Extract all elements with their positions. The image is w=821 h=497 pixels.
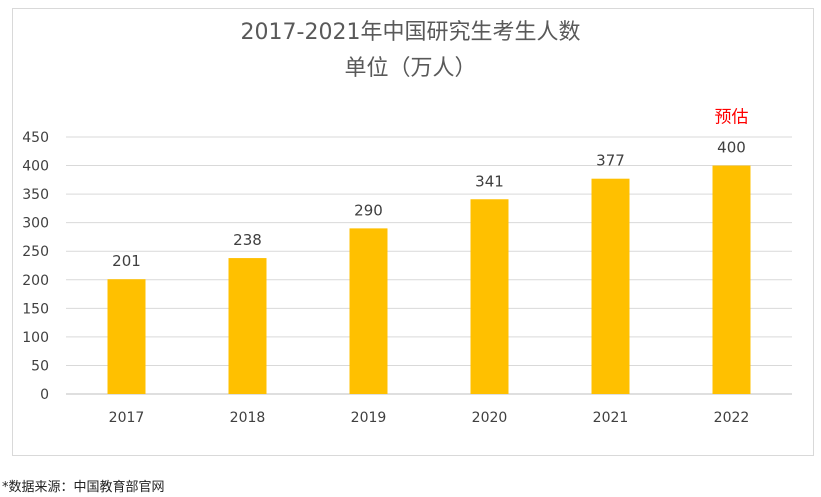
y-tick-label: 0 bbox=[40, 387, 49, 403]
grid-lines bbox=[66, 136, 792, 395]
x-axis-ticks: 2017 2018 2019 2020 2021 2022 bbox=[109, 410, 750, 426]
data-label: 290 bbox=[354, 201, 383, 219]
data-label: 400 bbox=[717, 139, 746, 157]
bar-2018 bbox=[228, 258, 267, 394]
source-footnote: *数据来源：中国教育部官网 bbox=[2, 480, 165, 495]
chart-subtitle: 单位（万人） bbox=[344, 56, 477, 81]
x-tick-label: 2021 bbox=[593, 410, 629, 426]
bar-2021 bbox=[591, 178, 630, 394]
bar-2022 bbox=[712, 165, 751, 394]
x-tick-label: 2020 bbox=[472, 410, 508, 426]
y-tick-label: 250 bbox=[22, 244, 49, 260]
y-tick-label: 100 bbox=[22, 330, 49, 346]
y-tick-label: 150 bbox=[22, 301, 49, 317]
y-tick-label: 200 bbox=[22, 273, 49, 289]
x-tick-label: 2017 bbox=[109, 410, 145, 426]
y-tick-label: 50 bbox=[31, 358, 49, 374]
data-label: 377 bbox=[596, 152, 625, 170]
forecast-annotation: 预估 bbox=[715, 108, 749, 128]
data-label: 201 bbox=[112, 252, 141, 270]
x-tick-label: 2018 bbox=[230, 410, 266, 426]
y-tick-label: 400 bbox=[22, 159, 49, 175]
x-tick-label: 2022 bbox=[714, 410, 750, 426]
bar-2019 bbox=[349, 228, 388, 394]
y-axis-ticks: 0 50 100 150 200 250 300 350 400 450 bbox=[22, 130, 49, 403]
bar-2020 bbox=[470, 199, 509, 394]
data-label: 341 bbox=[475, 172, 504, 190]
bar-2017 bbox=[107, 279, 146, 394]
y-tick-label: 300 bbox=[22, 216, 49, 232]
chart-title: 2017-2021年中国研究生考生人数 bbox=[240, 20, 581, 45]
x-tick-label: 2019 bbox=[351, 410, 387, 426]
chart-frame bbox=[12, 8, 814, 456]
bars bbox=[107, 165, 751, 394]
data-label: 238 bbox=[233, 231, 262, 249]
data-labels: 201 238 290 341 377 400 bbox=[112, 139, 746, 271]
y-tick-label: 350 bbox=[22, 187, 49, 203]
y-tick-label: 450 bbox=[22, 130, 49, 146]
